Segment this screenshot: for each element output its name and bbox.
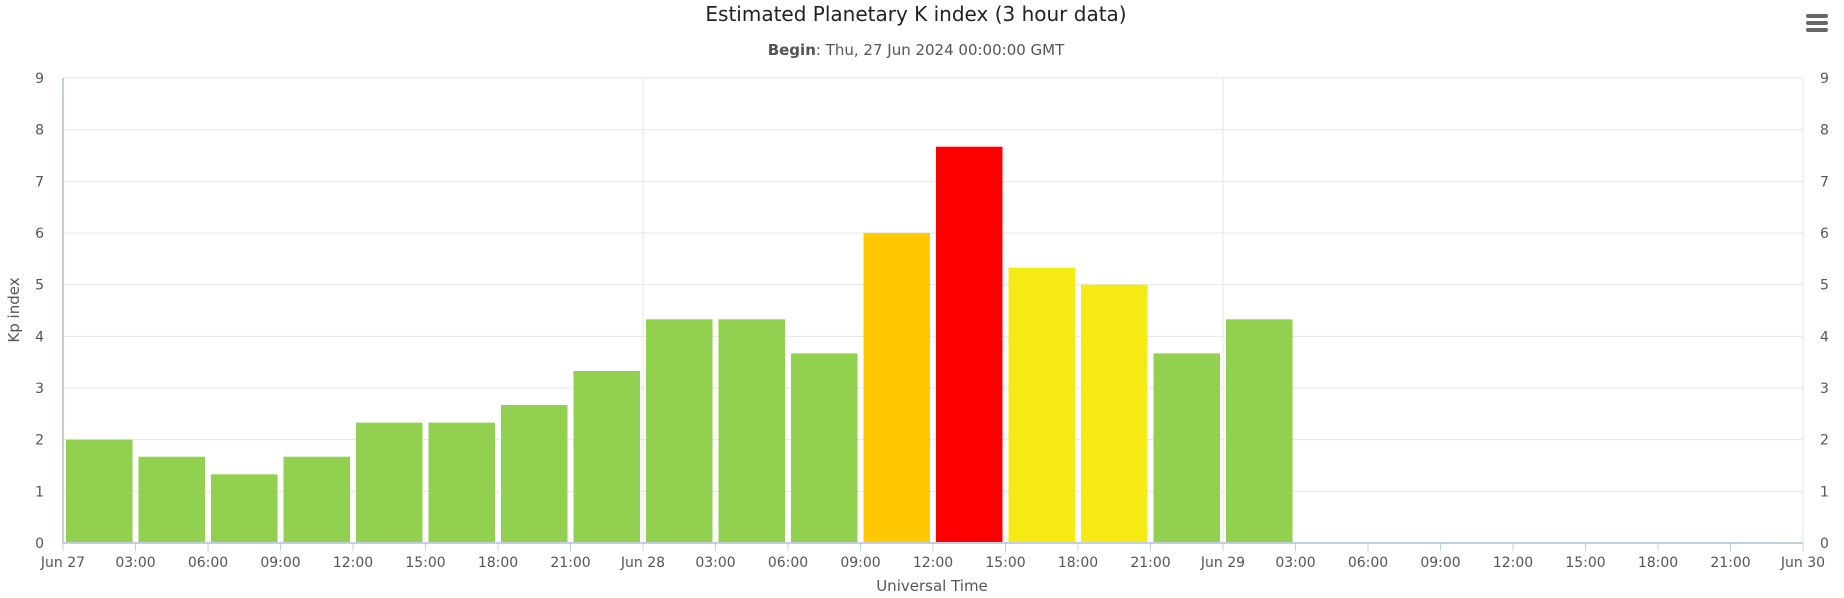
x-tick-label: 18:00 xyxy=(1638,555,1678,571)
y-axis-right-ticks: 0 1 2 3 4 5 6 7 8 9 xyxy=(1820,71,1829,552)
x-tick-label: 15:00 xyxy=(1565,555,1605,571)
y-tick-label-left: 2 xyxy=(35,433,44,449)
y-tick-label-right: 4 xyxy=(1820,329,1829,345)
y-tick-label-right: 8 xyxy=(1820,123,1829,139)
x-tick-label: 15:00 xyxy=(405,555,445,571)
x-tick-label: 18:00 xyxy=(478,555,518,571)
y-axis-left-ticks: 0 1 2 3 4 5 6 7 8 9 xyxy=(35,71,44,552)
bar-series xyxy=(66,146,1293,543)
y-tick-label-left: 6 xyxy=(35,226,44,242)
y-tick-label-left: 4 xyxy=(35,329,44,345)
y-tick-label-left: 1 xyxy=(35,484,44,500)
axes xyxy=(62,78,1804,551)
x-tick-label: 12:00 xyxy=(913,555,953,571)
y-tick-label-right: 2 xyxy=(1820,433,1829,449)
kp-bar[interactable] xyxy=(1226,319,1293,543)
y-tick-label-right: 5 xyxy=(1820,278,1829,294)
y-tick-label-left: 0 xyxy=(35,536,44,552)
y-tick-label-left: 3 xyxy=(35,381,44,397)
x-tick-label: 18:00 xyxy=(1058,555,1098,571)
x-tick-label: 21:00 xyxy=(1710,555,1750,571)
y-tick-label-right: 9 xyxy=(1820,71,1829,87)
y-tick-label-right: 3 xyxy=(1820,381,1829,397)
kp-bar[interactable] xyxy=(936,146,1003,543)
y-tick-label-left: 8 xyxy=(35,123,44,139)
x-tick-label: 21:00 xyxy=(550,555,590,571)
x-tick-label: 09:00 xyxy=(840,555,880,571)
kp-bar[interactable] xyxy=(718,319,786,543)
x-tick-label: 03:00 xyxy=(115,555,155,571)
kp-bar[interactable] xyxy=(211,474,278,543)
hamburger-menu-icon[interactable] xyxy=(1800,8,1834,38)
y-tick-label-right: 1 xyxy=(1820,484,1829,500)
y-tick-label-right: 7 xyxy=(1820,174,1829,190)
x-tick-label: 06:00 xyxy=(768,555,808,571)
kp-bar[interactable] xyxy=(863,233,931,543)
x-tick-label: 06:00 xyxy=(1348,555,1388,571)
grid-lines xyxy=(63,77,1804,544)
x-tick-label: 03:00 xyxy=(1275,555,1315,571)
y-axis-title: Kp index xyxy=(5,277,23,342)
x-tick-label: Jun 30 xyxy=(1780,555,1825,571)
y-tick-label-left: 5 xyxy=(35,278,44,294)
kp-bar[interactable] xyxy=(283,456,351,543)
kp-bar[interactable] xyxy=(428,422,496,543)
x-axis-ticks: Jun 27 03:00 06:00 09:00 12:00 15:00 18:00 21:0… xyxy=(40,555,1825,571)
x-tick-label: 06:00 xyxy=(188,555,228,571)
kp-bar[interactable] xyxy=(1008,267,1076,543)
x-tick-label: Jun 29 xyxy=(1200,555,1245,571)
x-tick-label: 03:00 xyxy=(695,555,735,571)
subtitle-value: : Thu, 27 Jun 2024 00:00:00 GMT xyxy=(816,41,1065,59)
x-tick-label: Jun 28 xyxy=(620,555,665,571)
subtitle-label: Begin xyxy=(768,41,816,59)
menu-bar-top xyxy=(1806,14,1828,18)
menu-bar-bottom xyxy=(1806,28,1828,32)
chart-subtitle: Begin: Thu, 27 Jun 2024 00:00:00 GMT xyxy=(768,41,1065,59)
kp-bar[interactable] xyxy=(66,439,133,543)
kp-bar[interactable] xyxy=(138,456,206,543)
y-tick-label-left: 7 xyxy=(35,174,44,190)
kp-bar[interactable] xyxy=(573,370,641,543)
y-tick-label-right: 0 xyxy=(1820,536,1829,552)
x-tick-label: 12:00 xyxy=(1493,555,1533,571)
x-axis-title: Universal Time xyxy=(876,577,988,595)
x-tick-label: 09:00 xyxy=(260,555,300,571)
kp-bar[interactable] xyxy=(1081,284,1148,543)
kp-bar[interactable] xyxy=(646,319,713,543)
kp-bar[interactable] xyxy=(1153,353,1221,543)
x-tick-label: 15:00 xyxy=(985,555,1025,571)
x-tick-label: 21:00 xyxy=(1130,555,1170,571)
kp-bar[interactable] xyxy=(791,353,858,543)
kp-bar[interactable] xyxy=(356,422,423,543)
x-tick-label: 12:00 xyxy=(333,555,373,571)
y-tick-label-left: 9 xyxy=(35,71,44,87)
x-tick-label: Jun 27 xyxy=(40,555,85,571)
chart-title: Estimated Planetary K index (3 hour data… xyxy=(705,2,1126,26)
x-tick-label: 09:00 xyxy=(1420,555,1460,571)
y-tick-label-right: 6 xyxy=(1820,226,1829,242)
menu-bar-middle xyxy=(1806,21,1828,25)
kp-bar[interactable] xyxy=(501,405,568,543)
